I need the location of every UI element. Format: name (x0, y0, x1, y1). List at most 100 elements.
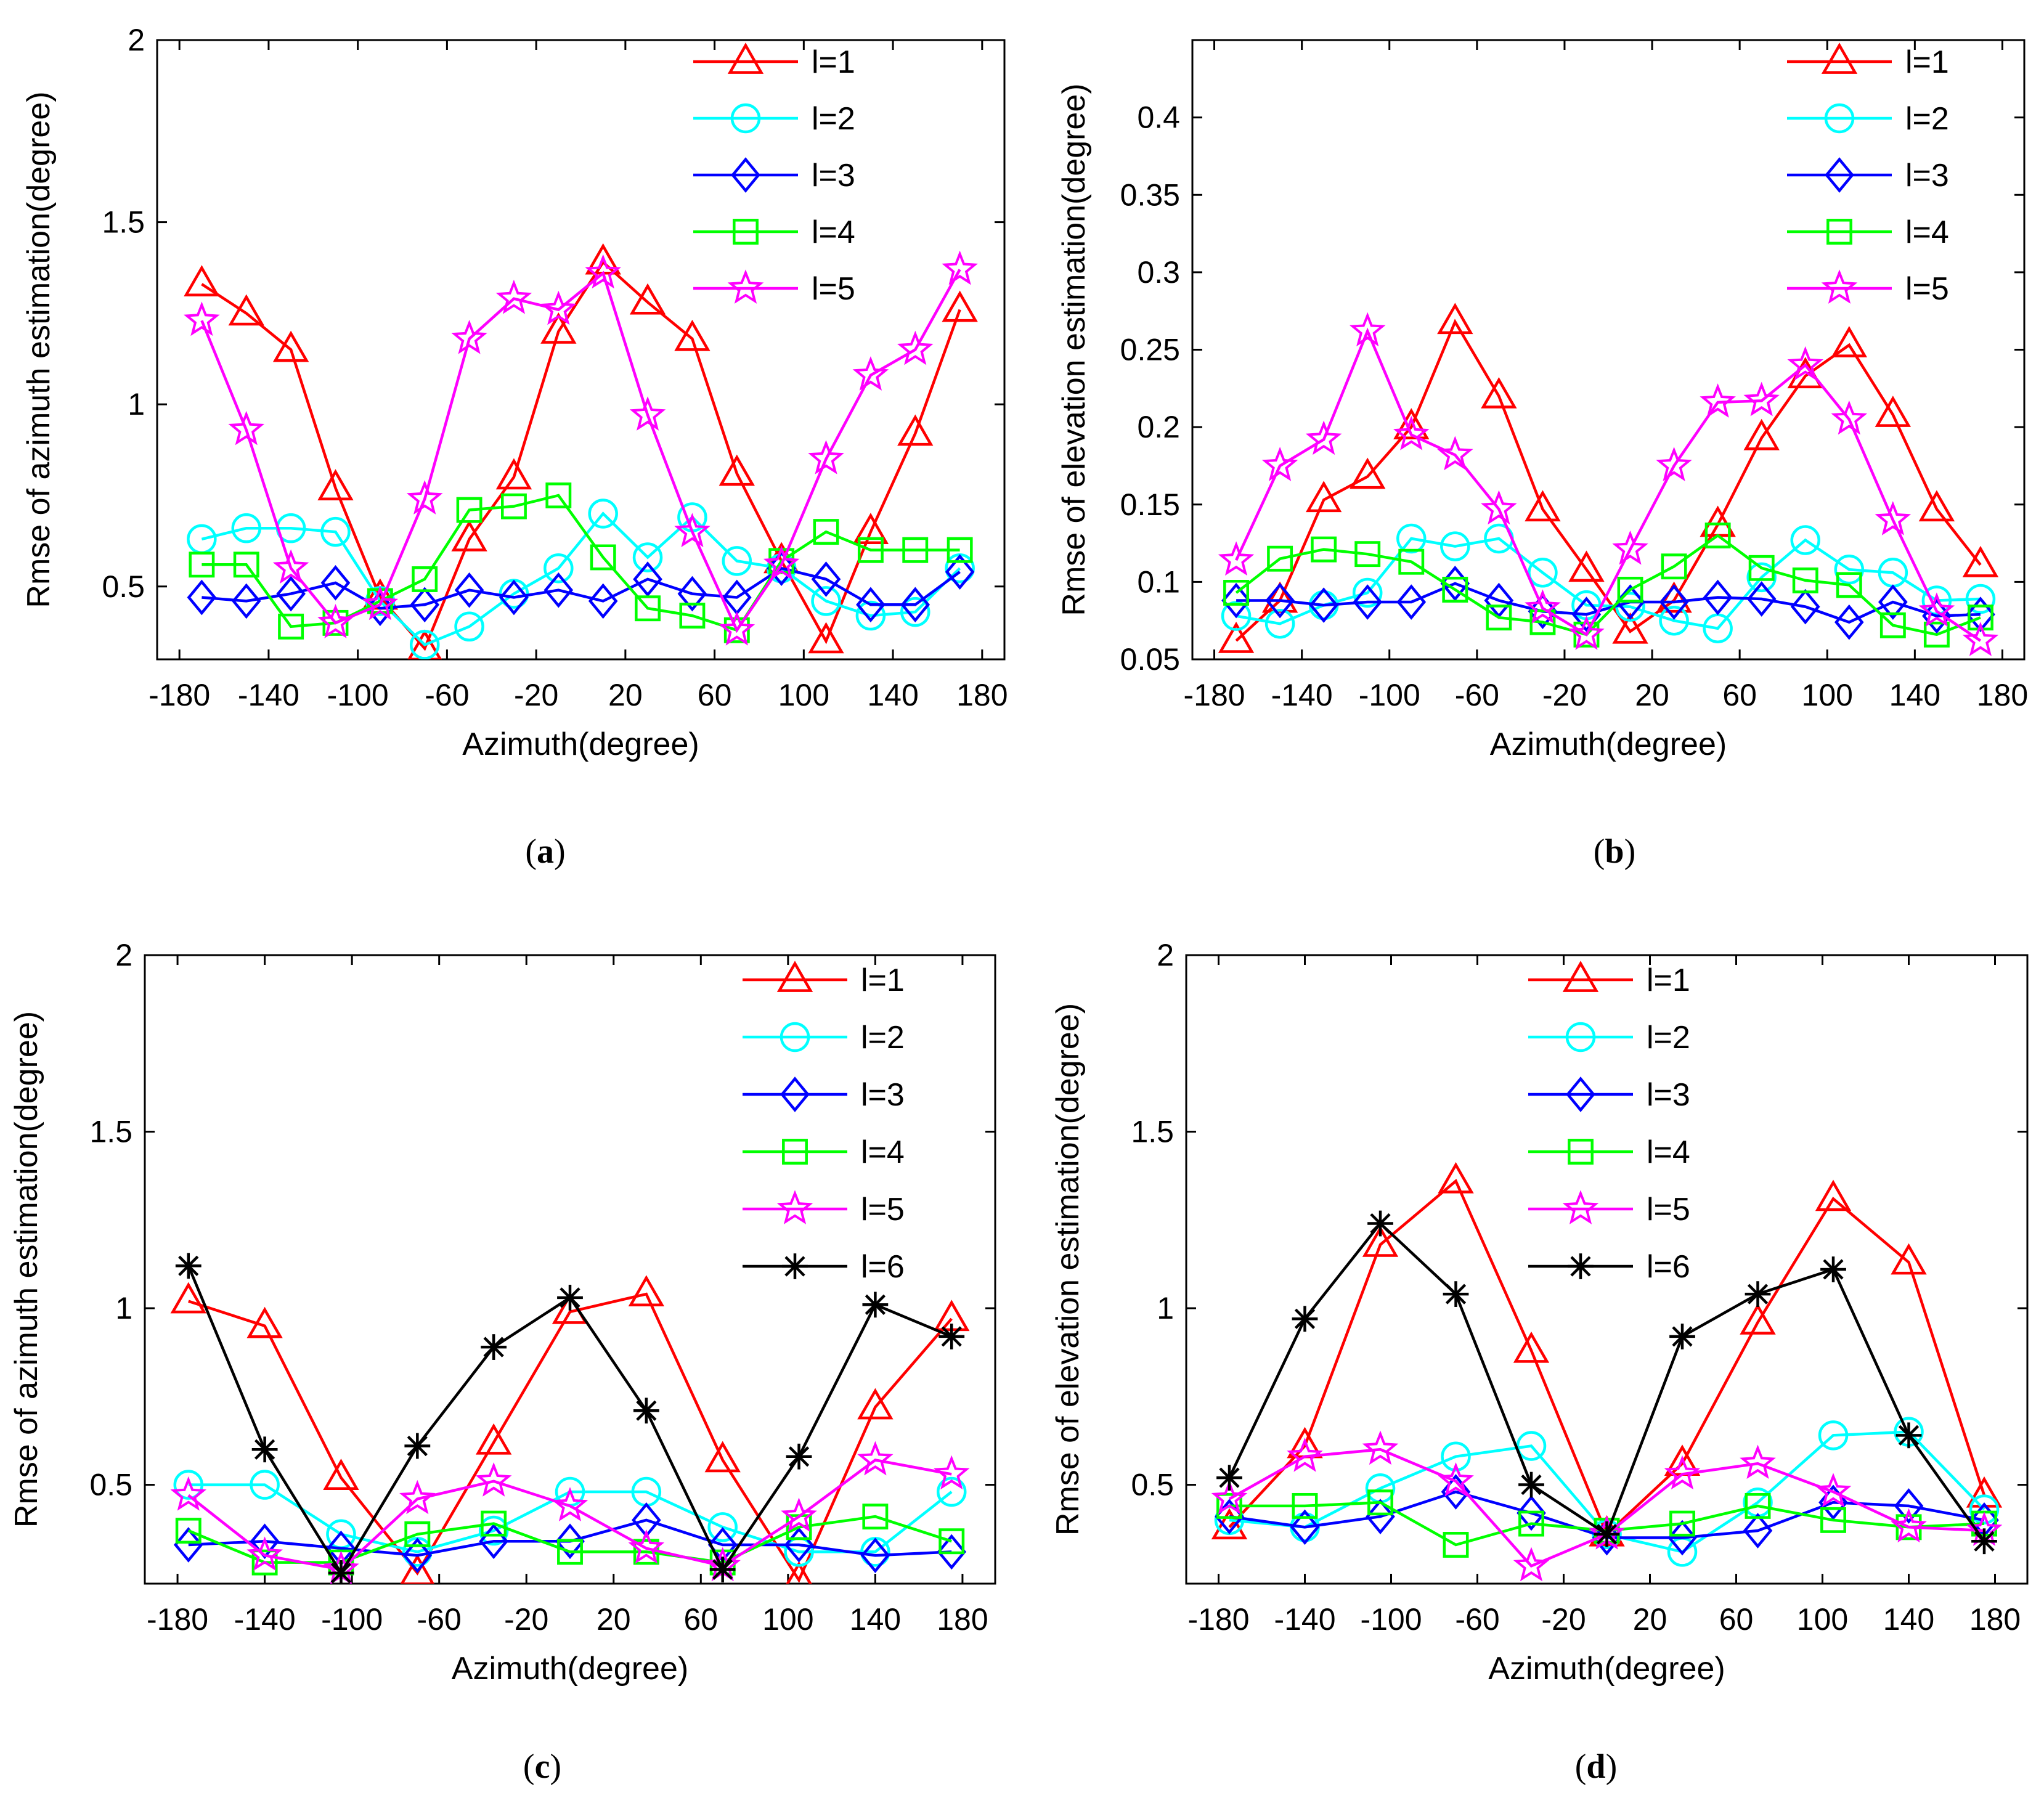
data-point (1592, 1520, 1622, 1556)
data-point (1443, 1532, 1469, 1558)
x-tick-label: 60 (683, 1602, 718, 1637)
x-tick-label: -20 (504, 1602, 548, 1637)
data-point (499, 579, 529, 616)
legend-label: l=4 (1647, 1134, 1690, 1170)
data-point (1834, 604, 1864, 640)
legend-label: l=5 (861, 1192, 905, 1227)
data-point (1396, 523, 1427, 554)
data-point (545, 482, 572, 508)
data-point (900, 587, 930, 623)
series-l=3 (1221, 566, 1995, 640)
data-point (1216, 1492, 1242, 1519)
data-point (1440, 531, 1470, 561)
data-point (1967, 604, 1993, 631)
legend-label: l=1 (812, 44, 855, 80)
series-l=5 (1211, 1430, 2003, 1582)
data-point (175, 1253, 202, 1279)
data-point (406, 480, 443, 515)
data-point (1659, 584, 1689, 620)
data-point (544, 553, 574, 584)
data-point (1656, 447, 1692, 481)
data-point (173, 1470, 204, 1500)
legend-label: l=2 (1905, 101, 1949, 137)
y-axis-label: Rmse of azimuth estimation(degree) (9, 1011, 44, 1528)
data-point (900, 596, 930, 627)
data-point (628, 1529, 665, 1564)
data-point (633, 1398, 659, 1424)
data-point (478, 1515, 509, 1546)
data-point (1700, 383, 1736, 418)
y-tick-label: 0.2 (1137, 410, 1180, 444)
data-point (481, 1510, 507, 1537)
data-point (709, 1557, 736, 1582)
y-tick-label: 2 (1157, 938, 1174, 972)
data-point (1790, 525, 1820, 555)
series-line (1235, 534, 1981, 637)
data-point (704, 1441, 741, 1473)
data-point (231, 513, 261, 543)
data-point (942, 290, 978, 322)
legend-marker (1566, 1077, 1595, 1112)
y-tick-label: 1.5 (1131, 1115, 1174, 1149)
data-point (1815, 1473, 1852, 1507)
legend-marker (1826, 219, 1852, 245)
series-l=1 (184, 243, 978, 659)
panel-d: -180 -140 -100 -60 -20 20 60 100 140 180 0.5 1 1.5 2 A… (1050, 938, 2029, 1786)
data-point (320, 565, 351, 601)
y-tick-label: 1 (128, 387, 145, 421)
data-point (1792, 567, 1818, 593)
data-point (1393, 408, 1430, 439)
x-tick-label: -20 (1542, 678, 1587, 712)
y-axis-label: Rmse of azimuth estimation(degree) (21, 91, 57, 608)
data-point (250, 1523, 280, 1560)
y-tick-label: 0.05 (1120, 642, 1180, 677)
data-point (1748, 555, 1775, 581)
x-tick-label: -60 (417, 1602, 462, 1637)
x-tick-label: -140 (1271, 678, 1333, 712)
data-point (1787, 346, 1823, 381)
data-point (1362, 1225, 1399, 1257)
x-axis-label: Azimuth(degree) (462, 727, 699, 762)
data-point (1879, 612, 1906, 638)
data-point (228, 294, 264, 326)
data-point (633, 561, 662, 597)
panel-c: -180 -140 -100 -60 -20 20 60 100 140 180 0.5 1 1.5 2 A… (9, 938, 996, 1786)
data-point (1568, 616, 1605, 650)
data-point (1441, 1441, 1471, 1471)
data-point (1746, 562, 1777, 593)
data-point (187, 524, 217, 555)
data-point (365, 590, 395, 627)
series-l=5 (184, 250, 978, 646)
data-point (1525, 589, 1561, 624)
legend-marker (780, 1022, 810, 1052)
data-point (317, 604, 354, 638)
data-point (1962, 545, 1999, 577)
data-point (555, 1523, 585, 1560)
data-point (1831, 326, 1867, 357)
data-point (1261, 447, 1298, 481)
legend-label: l=3 (861, 1077, 905, 1113)
data-point (781, 1497, 817, 1532)
data-point (170, 1476, 206, 1511)
data-point (1875, 396, 1912, 427)
data-point (1659, 605, 1689, 636)
data-point (902, 537, 929, 563)
data-point (251, 1549, 278, 1576)
data-point (1923, 621, 1950, 648)
legend-label: l=2 (861, 1020, 905, 1056)
y-tick-label: 1 (1157, 1291, 1174, 1325)
data-point (1667, 1520, 1697, 1556)
y-tick-label: 0.4 (1137, 100, 1180, 135)
series-line (1236, 582, 1981, 624)
data-point (1437, 436, 1473, 471)
data-point (1518, 1510, 1544, 1537)
series-l=4 (1223, 523, 1993, 648)
data-point (1216, 1465, 1242, 1491)
data-point (1349, 312, 1386, 347)
data-point (1442, 576, 1468, 603)
legend-label: l=1 (1647, 963, 1690, 998)
data-point (722, 546, 752, 576)
legend-label: l=1 (1905, 44, 1949, 80)
axes-box (144, 954, 996, 1585)
panel-b: -180 -140 -100 -60 -20 20 60 100 140 180 0.05 0.1 0.… (1056, 39, 2028, 871)
